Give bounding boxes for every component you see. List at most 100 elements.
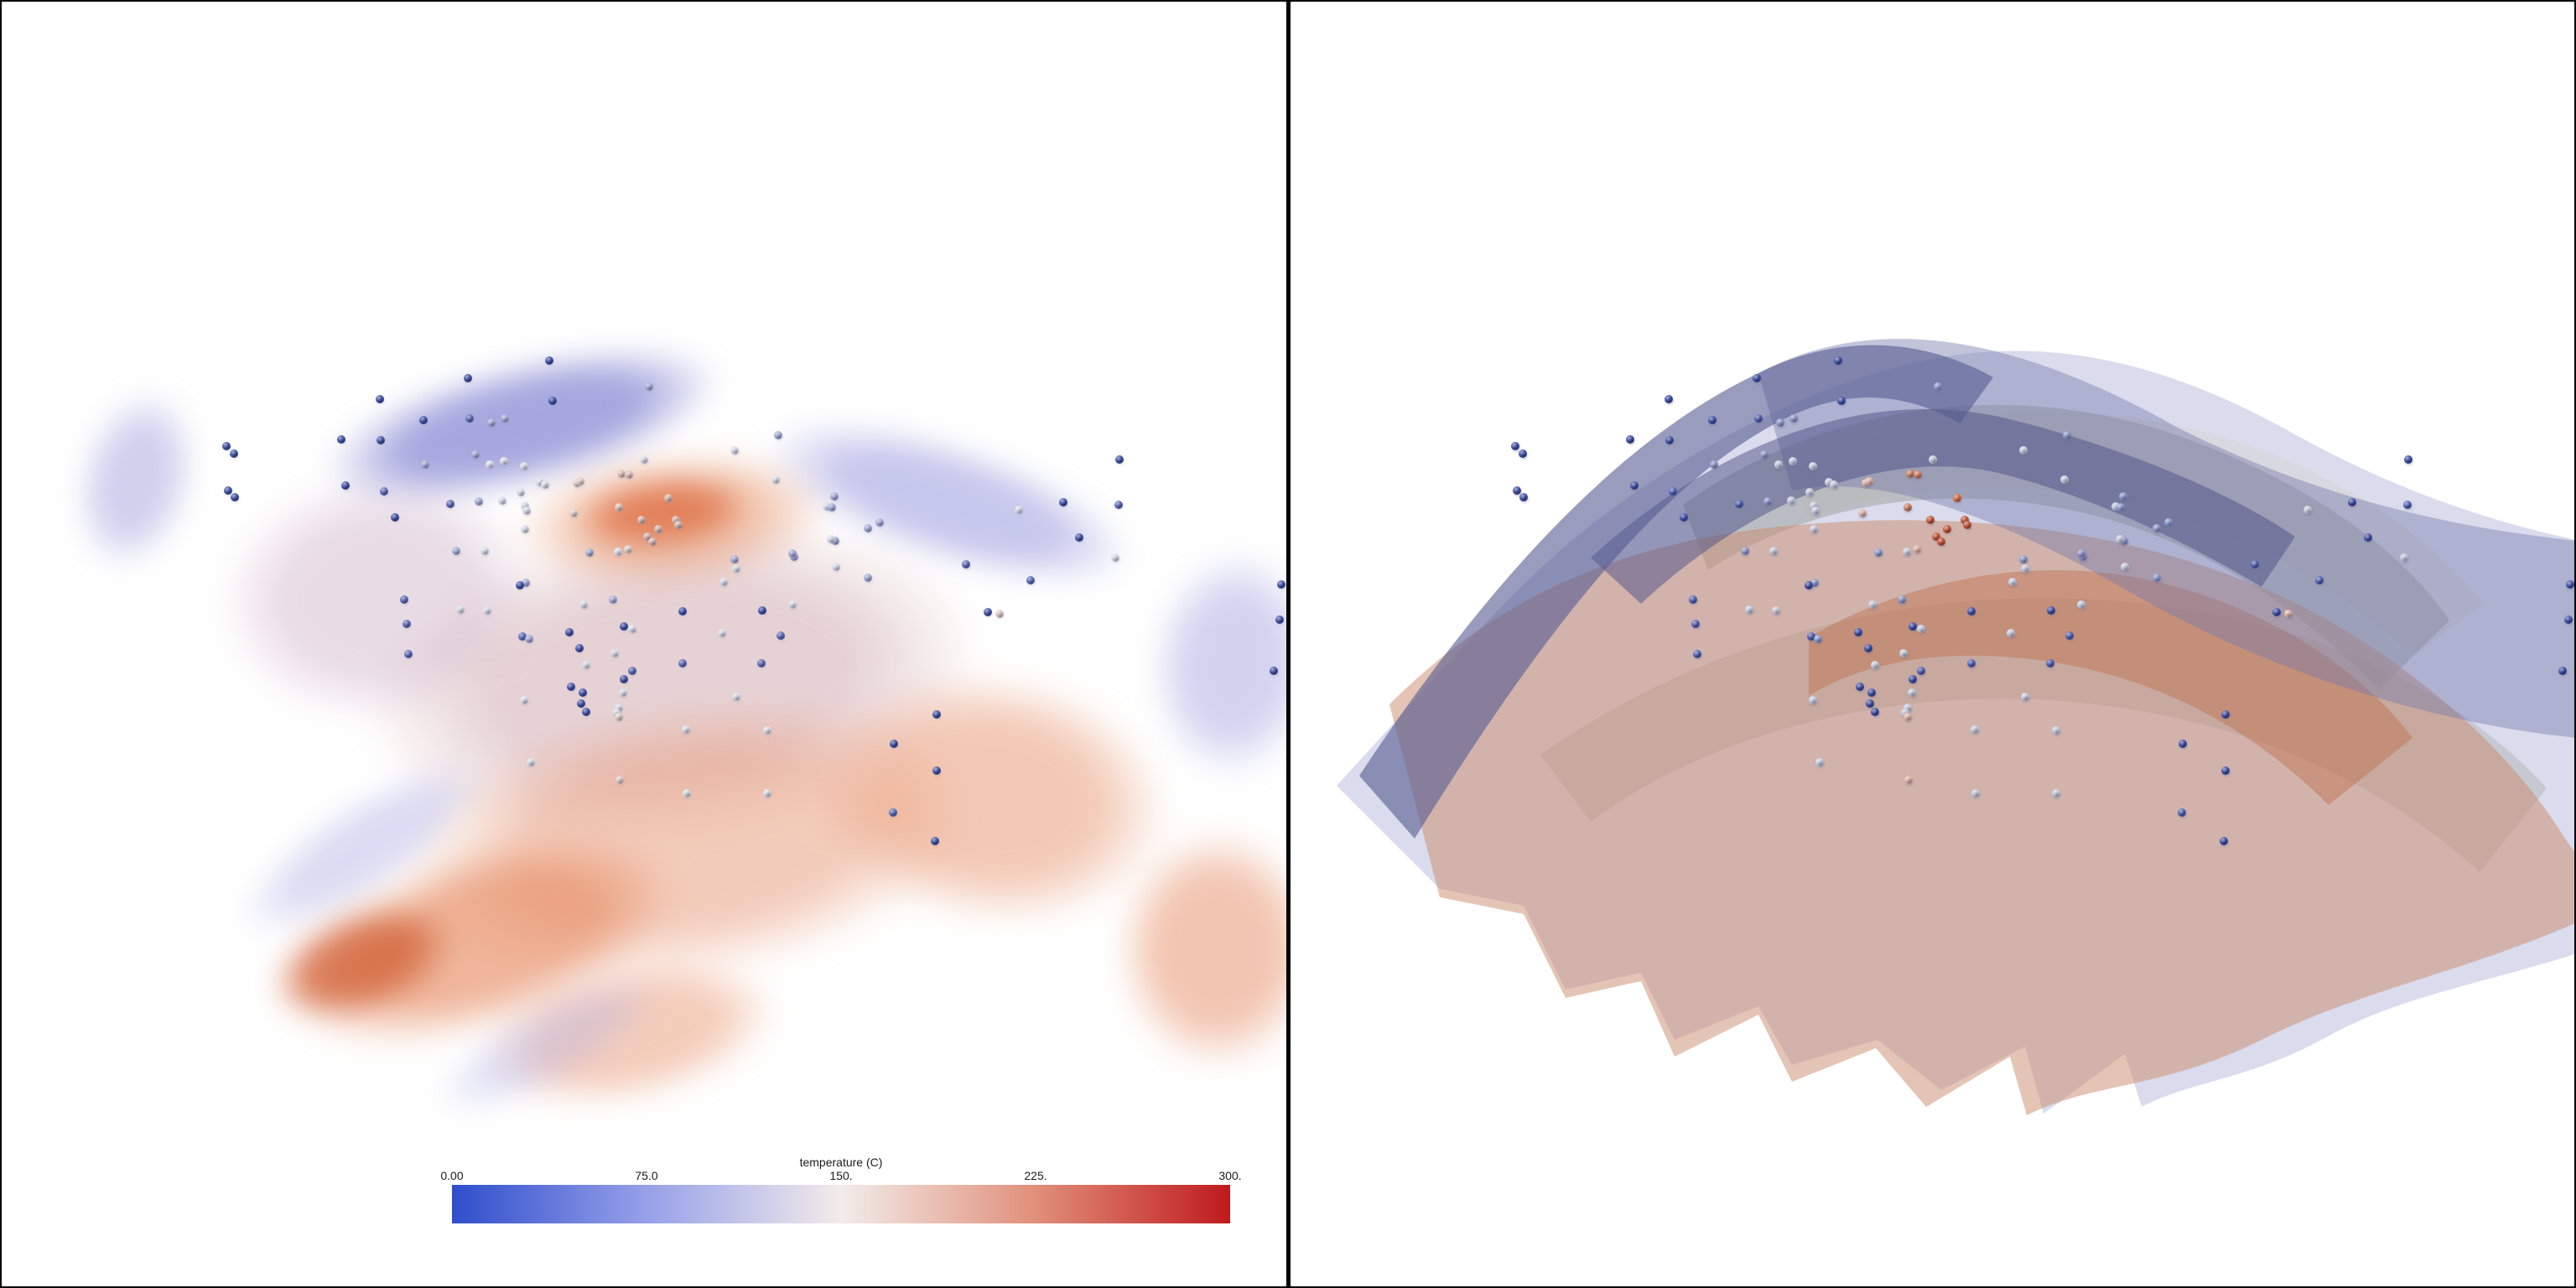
data-point xyxy=(1735,500,1743,508)
data-point xyxy=(2120,537,2128,545)
data-point xyxy=(932,766,941,775)
data-point xyxy=(525,635,533,643)
data-point xyxy=(565,628,574,636)
data-point xyxy=(1810,525,1818,533)
data-point xyxy=(1967,607,1976,615)
data-point xyxy=(579,688,587,697)
data-point xyxy=(864,524,872,532)
volume-cloud xyxy=(2,2,1286,1286)
data-point xyxy=(730,446,739,454)
data-point xyxy=(480,547,489,555)
data-point xyxy=(400,595,408,604)
data-point xyxy=(889,808,897,817)
data-point xyxy=(1630,481,1639,490)
data-point xyxy=(620,622,628,631)
data-point xyxy=(1809,462,1817,470)
data-point xyxy=(758,606,766,615)
data-point xyxy=(610,649,619,657)
data-point xyxy=(2007,629,2015,637)
data-point xyxy=(475,497,483,506)
data-point xyxy=(2077,600,2085,609)
data-point xyxy=(1864,644,1872,652)
isosurface-dark-ribbon xyxy=(1359,345,1993,839)
data-point xyxy=(1015,506,1023,514)
data-point xyxy=(1026,576,1035,584)
data-point xyxy=(619,688,627,697)
data-point xyxy=(545,356,553,365)
data-point xyxy=(2404,455,2412,464)
isosurface-plot xyxy=(1337,339,2574,1115)
data-point xyxy=(380,487,388,496)
isosurface-viewport[interactable] xyxy=(1291,2,2574,1286)
data-point xyxy=(518,632,527,641)
data-point xyxy=(1937,538,1945,546)
data-point xyxy=(2178,808,2186,817)
data-point xyxy=(2315,576,2324,584)
data-point xyxy=(1665,395,1673,403)
data-point xyxy=(1741,547,1749,555)
data-point xyxy=(672,516,680,524)
data-point xyxy=(1115,455,1124,464)
data-point xyxy=(2119,492,2127,501)
data-point xyxy=(1914,470,1922,479)
data-point xyxy=(1745,605,1753,614)
data-point xyxy=(1519,493,1528,501)
data-point xyxy=(1830,480,1838,489)
data-point xyxy=(224,486,232,495)
data-point xyxy=(527,758,535,766)
data-point xyxy=(465,414,474,423)
data-point xyxy=(1874,548,1883,557)
data-point xyxy=(628,667,636,675)
data-point xyxy=(1774,460,1783,469)
data-point xyxy=(1856,683,1864,691)
data-point xyxy=(640,455,648,464)
data-point xyxy=(2403,501,2412,509)
data-point xyxy=(2121,563,2129,571)
isosurface-salmon-dome xyxy=(1389,520,2574,1115)
data-point xyxy=(1805,488,1814,496)
data-point xyxy=(995,610,1004,618)
data-point xyxy=(2364,533,2372,542)
data-point xyxy=(1789,457,1797,465)
data-point xyxy=(2221,766,2230,775)
data-point xyxy=(575,644,584,652)
data-point xyxy=(230,449,238,458)
volume-render-viewport[interactable]: temperature (C) 0.00 75.0 150. 225. 300. xyxy=(2,2,1286,1286)
data-point xyxy=(1763,497,1772,506)
data-point xyxy=(1513,486,1521,495)
data-point xyxy=(486,460,494,469)
data-point xyxy=(520,462,528,470)
data-point xyxy=(446,500,454,508)
data-point xyxy=(521,501,529,510)
data-point xyxy=(1708,416,1716,424)
data-point xyxy=(2564,615,2573,624)
data-point xyxy=(1898,595,1906,604)
data-point xyxy=(771,475,780,484)
data-point xyxy=(674,521,683,529)
data-point xyxy=(1807,632,1815,641)
data-point xyxy=(1858,509,1867,517)
data-point xyxy=(614,548,622,556)
data-point xyxy=(1932,532,1940,541)
data-point xyxy=(1909,622,1917,631)
data-point xyxy=(1917,667,1925,675)
data-point xyxy=(664,494,673,502)
data-point xyxy=(615,503,623,512)
data-point xyxy=(1963,521,1971,529)
data-point xyxy=(1865,477,1873,486)
data-point xyxy=(521,525,529,533)
data-point xyxy=(579,600,588,609)
data-point xyxy=(648,538,657,546)
data-point xyxy=(548,397,557,405)
data-point xyxy=(1814,635,1822,643)
data-point xyxy=(1908,688,1916,697)
data-point xyxy=(2164,518,2173,527)
data-point xyxy=(2111,502,2120,511)
data-point xyxy=(1934,382,1942,391)
data-point xyxy=(1913,545,1921,553)
data-point xyxy=(637,516,646,524)
data-point xyxy=(2153,524,2161,532)
data-point xyxy=(452,547,460,555)
data-point xyxy=(1810,579,1819,587)
data-point xyxy=(1519,449,1527,458)
